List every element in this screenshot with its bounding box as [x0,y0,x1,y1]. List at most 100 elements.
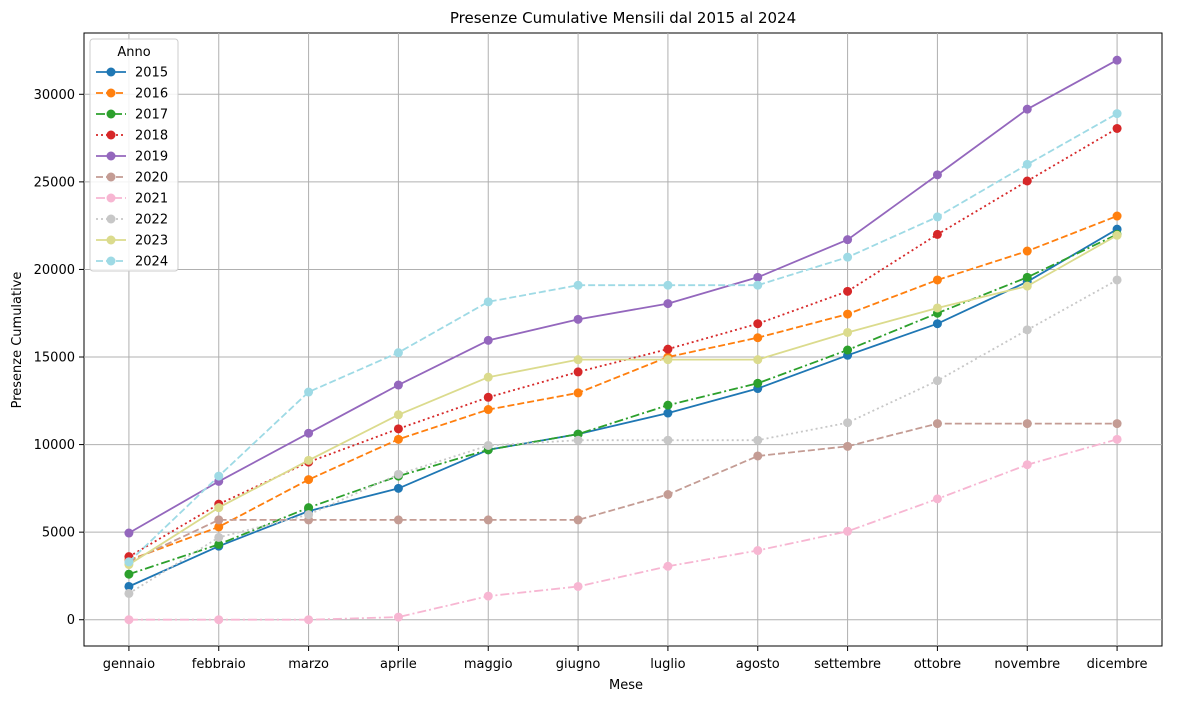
data-point [663,490,673,500]
data-point [753,378,763,388]
legend-marker [106,151,116,161]
data-point [753,546,763,556]
data-point [483,405,493,415]
data-point [304,510,314,520]
data-point [1112,275,1122,285]
data-point [393,410,403,420]
data-point [304,503,314,513]
data-point [393,380,403,390]
data-point [663,400,673,410]
data-point [932,229,942,239]
data-point [214,515,224,525]
data-point [1112,109,1122,119]
y-tick-label: 5000 [42,526,75,541]
data-point [393,348,403,358]
series-2022 [124,275,1122,598]
data-point [663,280,673,290]
x-tick-label: maggio [464,657,513,672]
data-point [214,503,224,513]
series-line [128,234,1118,566]
data-point [124,581,134,591]
series-line [128,438,1118,621]
data-point [573,435,583,445]
series-line [128,112,1118,563]
series-2024 [124,109,1122,567]
data-point [932,212,942,222]
data-point [1022,159,1032,169]
x-tick-label: luglio [650,657,685,672]
data-point [124,615,134,625]
legend-marker [106,214,116,224]
x-tick-label: novembre [994,657,1060,672]
data-point [304,475,314,485]
data-point [843,252,853,262]
data-point [753,319,763,329]
data-point [932,419,942,429]
y-tick-label: 20000 [34,263,75,278]
data-point [1022,281,1032,291]
legend-marker [106,67,116,77]
data-point [483,515,493,525]
legend-title: Anno [117,45,150,60]
x-tick-label: aprile [380,657,417,672]
data-point [483,297,493,307]
data-point [124,557,134,567]
axes-layer: gennaio febbraio marzo aprile maggio giugno lu… [34,88,1148,672]
y-tick-label: 10000 [34,438,75,453]
y-axis-label: Presenze Cumulative [10,272,25,409]
data-point [932,494,942,504]
data-point [1022,104,1032,114]
data-point [1112,123,1122,133]
y-tick-label: 25000 [34,175,75,190]
data-point [304,615,314,625]
data-point [393,469,403,479]
data-point [214,471,224,481]
series-line [128,59,1118,534]
chart-title: Presenze Cumulative Mensili dal 2015 al … [450,9,796,27]
legend-label: 2024 [135,255,168,270]
series-layer [124,55,1122,625]
data-point [393,424,403,434]
data-point [753,355,763,365]
data-point [753,333,763,343]
y-tick-label: 30000 [34,88,75,103]
data-point [483,372,493,382]
data-point [1022,419,1032,429]
data-point [843,441,853,451]
data-point [393,434,403,444]
x-tick-label: febbraio [192,657,246,672]
data-point [573,355,583,365]
data-point [304,428,314,438]
data-point [663,408,673,418]
legend-marker [106,88,116,98]
legend-marker [106,109,116,119]
series-line [128,279,1118,595]
data-point [214,532,224,542]
data-point [843,345,853,355]
legend-marker [106,193,116,203]
legend-label: 2015 [135,66,168,81]
legend-marker [106,172,116,182]
x-tick-label: gennaio [103,657,155,672]
data-point [573,367,583,377]
legend-marker [106,235,116,245]
data-point [663,355,673,365]
data-point [304,387,314,397]
data-point [1022,460,1032,470]
data-point [304,455,314,465]
data-point [1022,272,1032,282]
data-point [393,483,403,493]
data-point [1112,230,1122,240]
series-2019 [124,55,1122,538]
data-point [753,435,763,445]
legend-label: 2018 [135,129,168,144]
x-tick-label: agosto [736,657,780,672]
data-point [573,314,583,324]
data-point [753,451,763,461]
data-point [843,327,853,337]
legend-label: 2023 [135,234,168,249]
data-point [753,272,763,282]
data-point [663,299,673,309]
data-point [1112,419,1122,429]
